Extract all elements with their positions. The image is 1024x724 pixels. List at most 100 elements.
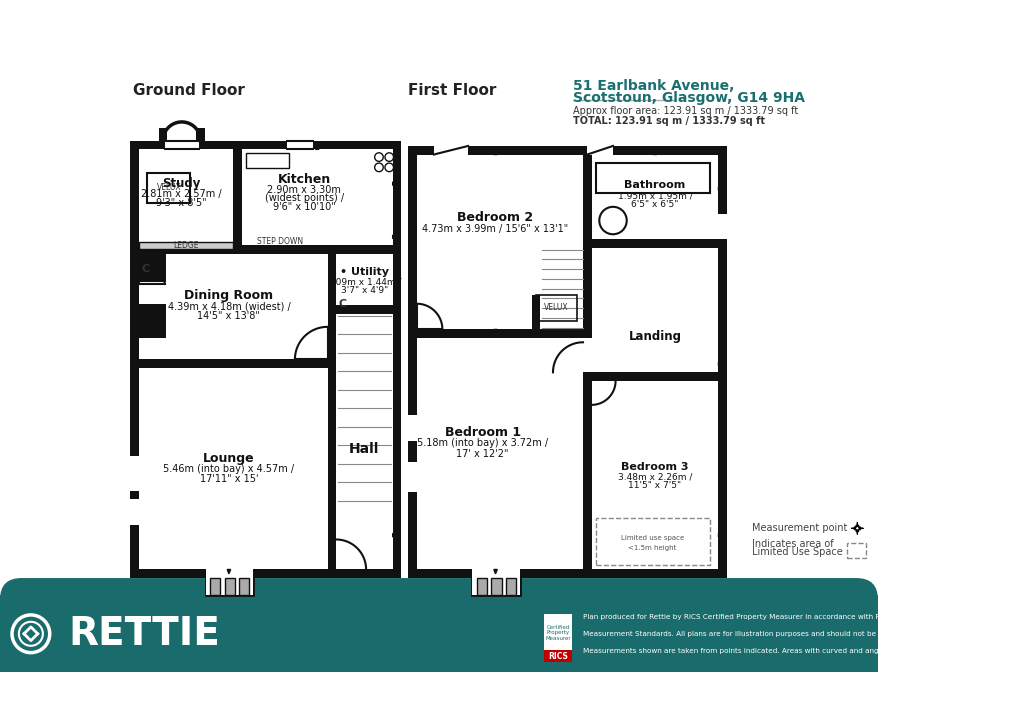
Text: Limited use space: Limited use space — [621, 535, 684, 541]
Bar — [130, 245, 401, 254]
Polygon shape — [134, 544, 137, 548]
Polygon shape — [494, 329, 498, 334]
Bar — [147, 172, 190, 203]
Text: Bedroom 2: Bedroom 2 — [458, 211, 534, 224]
Bar — [328, 306, 401, 314]
Text: 1.09m x 1.44m /: 1.09m x 1.44m / — [327, 278, 401, 287]
Bar — [536, 295, 577, 321]
Bar — [287, 140, 313, 151]
Bar — [409, 570, 727, 578]
Polygon shape — [719, 534, 723, 537]
Bar — [130, 140, 401, 149]
Text: Limited Use Space: Limited Use Space — [752, 547, 843, 557]
Text: 5.18m (into bay) x 3.72m /: 5.18m (into bay) x 3.72m / — [417, 439, 548, 448]
Bar — [472, 568, 519, 595]
Text: LEDGE: LEDGE — [173, 241, 199, 250]
Text: First Floor: First Floor — [409, 83, 497, 98]
Text: 2.90m x 3.30m: 2.90m x 3.30m — [267, 185, 341, 195]
Text: Bedroom 3: Bedroom 3 — [622, 462, 689, 471]
Text: 4.73m x 3.99m / 15'6" x 13'1": 4.73m x 3.99m / 15'6" x 13'1" — [423, 224, 568, 234]
Bar — [328, 254, 336, 578]
Bar — [545, 650, 571, 662]
Bar — [506, 578, 516, 595]
Bar — [139, 254, 328, 359]
Bar — [224, 578, 234, 595]
Bar — [246, 153, 289, 168]
Text: RETTIE: RETTIE — [69, 615, 220, 653]
FancyBboxPatch shape — [0, 578, 878, 673]
Bar — [472, 576, 519, 595]
Text: 9'6" x 10'10": 9'6" x 10'10" — [273, 202, 336, 212]
Bar — [718, 214, 728, 240]
Bar — [336, 314, 392, 570]
Text: Certified
Property
Measurer: Certified Property Measurer — [546, 625, 571, 641]
Bar — [592, 381, 719, 570]
Bar — [139, 303, 166, 338]
Polygon shape — [653, 151, 656, 154]
Text: 2.81m x 2.57m /: 2.81m x 2.57m / — [141, 189, 222, 199]
Text: 14'5" x 13'8": 14'5" x 13'8" — [198, 311, 260, 321]
Polygon shape — [392, 534, 397, 537]
Bar — [240, 578, 250, 595]
Bar — [242, 140, 392, 245]
Bar — [417, 146, 583, 329]
Text: Scotstoun, Glasgow, G14 9HA: Scotstoun, Glasgow, G14 9HA — [572, 91, 805, 105]
Bar — [583, 372, 592, 578]
Text: 51 Earlbank Avenue,: 51 Earlbank Avenue, — [572, 79, 734, 93]
Text: Measurement point: Measurement point — [752, 523, 847, 534]
Bar — [206, 576, 253, 595]
Bar — [139, 368, 328, 570]
Polygon shape — [412, 312, 415, 316]
Text: TOTAL: 123.91 sq m / 1333.79 sq ft: TOTAL: 123.91 sq m / 1333.79 sq ft — [572, 116, 765, 126]
Text: 4.39m x 4.18m (widest) /: 4.39m x 4.18m (widest) / — [168, 301, 290, 311]
Text: 3'7" x 4'9": 3'7" x 4'9" — [341, 286, 388, 295]
Bar — [596, 163, 710, 193]
Bar — [847, 543, 866, 558]
Bar — [408, 415, 418, 441]
Bar — [592, 146, 719, 240]
Bar — [531, 295, 540, 338]
Bar — [540, 295, 592, 329]
Polygon shape — [392, 235, 397, 238]
Text: 5.46m (into bay) x 4.57m /: 5.46m (into bay) x 4.57m / — [164, 464, 295, 474]
Polygon shape — [134, 219, 137, 224]
Bar — [492, 578, 502, 595]
Bar — [130, 359, 336, 368]
Bar — [409, 329, 592, 338]
Text: VELUX: VELUX — [544, 303, 568, 313]
Text: • Utility: • Utility — [340, 267, 389, 277]
Text: Kitchen: Kitchen — [278, 173, 331, 186]
Bar — [129, 456, 139, 491]
Text: 6'5" x 6'5": 6'5" x 6'5" — [632, 200, 679, 209]
Text: Hall: Hall — [349, 442, 380, 456]
Bar — [159, 128, 167, 140]
Text: Approx floor area: 123.91 sq m / 1333.79 sq ft: Approx floor area: 123.91 sq m / 1333.79… — [572, 106, 798, 116]
Text: STEP DOWN: STEP DOWN — [257, 237, 303, 246]
Text: Plan produced for Rettie by RICS Certified Property Measurer in accordance with : Plan produced for Rettie by RICS Certifi… — [583, 614, 973, 620]
Bar — [197, 128, 205, 140]
Polygon shape — [494, 570, 498, 573]
Text: 9'3" x 8'5": 9'3" x 8'5" — [157, 198, 207, 208]
Polygon shape — [494, 151, 498, 154]
Polygon shape — [392, 182, 397, 185]
Bar — [0, 595, 878, 673]
Text: (widest points) /: (widest points) / — [265, 193, 344, 203]
Text: Indicates area of: Indicates area of — [752, 539, 834, 549]
Text: <1.5m height: <1.5m height — [629, 545, 677, 551]
Polygon shape — [134, 171, 137, 175]
Bar — [409, 146, 727, 154]
Polygon shape — [719, 362, 723, 366]
Text: Dining Room: Dining Room — [184, 289, 273, 302]
Bar — [139, 244, 166, 282]
Text: Study: Study — [163, 177, 201, 190]
Text: Landing: Landing — [629, 329, 682, 342]
Polygon shape — [315, 145, 318, 149]
Text: C: C — [339, 299, 347, 308]
Bar — [477, 578, 487, 595]
Text: Lounge: Lounge — [203, 452, 255, 465]
Polygon shape — [227, 570, 230, 573]
Bar — [592, 248, 719, 372]
Bar — [130, 140, 139, 578]
Text: Measurement Standards. All plans are for illustration purposes and should not be: Measurement Standards. All plans are for… — [583, 631, 996, 637]
Bar — [408, 463, 418, 492]
